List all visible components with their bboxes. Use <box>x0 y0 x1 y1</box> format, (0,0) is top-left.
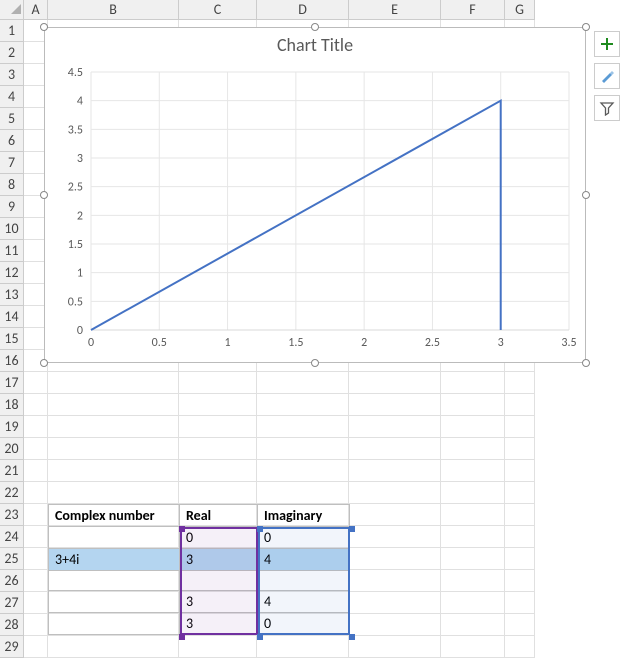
plus-icon <box>599 36 615 52</box>
y-axis-label: 2 <box>77 209 83 223</box>
row-header-6[interactable]: 6 <box>0 130 24 152</box>
x-axis-label: 1 <box>225 336 231 350</box>
chart-resize-handle[interactable] <box>311 23 319 31</box>
column-header-E[interactable]: E <box>349 0 441 20</box>
table-cell[interactable] <box>49 571 180 591</box>
row-header-10[interactable]: 10 <box>0 218 24 240</box>
chart-styles-button[interactable] <box>594 63 620 89</box>
row-header-17[interactable]: 17 <box>0 372 24 394</box>
x-axis-label: 2 <box>361 336 367 350</box>
row-header-14[interactable]: 14 <box>0 306 24 328</box>
chart-resize-handle[interactable] <box>582 191 590 199</box>
x-axis-label: 2.5 <box>425 336 440 350</box>
x-axis-label: 1.5 <box>288 336 303 350</box>
row-header-24[interactable]: 24 <box>0 526 24 548</box>
row-header-7[interactable]: 7 <box>0 152 24 174</box>
chart-resize-handle[interactable] <box>311 359 319 367</box>
chart-elements-button[interactable] <box>594 31 620 57</box>
chart-title[interactable]: Chart Title <box>45 28 585 56</box>
table-cell[interactable]: 3 <box>180 613 258 635</box>
chart-object[interactable]: Chart Title 0 0.5 1 1.5 2 2.5 3 3.5 4 4.5 0 0.5 1 1.5… <box>44 27 586 363</box>
x-axis-label: 3.5 <box>561 336 576 350</box>
table-cell[interactable] <box>49 527 180 549</box>
y-axis-label: 0.5 <box>68 295 83 309</box>
row-header-15[interactable]: 15 <box>0 328 24 350</box>
row-header-11[interactable]: 11 <box>0 240 24 262</box>
row-header-21[interactable]: 21 <box>0 460 24 482</box>
row-header-4[interactable]: 4 <box>0 86 24 108</box>
table-cell[interactable]: 0 <box>258 527 350 549</box>
table-row[interactable]: 30 <box>49 613 350 635</box>
table-header[interactable]: Real <box>180 505 258 527</box>
table-row[interactable]: 00 <box>49 527 350 549</box>
column-header-D[interactable]: D <box>257 0 349 20</box>
column-headers: ABCDEFG <box>0 0 535 20</box>
brush-icon <box>599 68 615 84</box>
row-header-5[interactable]: 5 <box>0 108 24 130</box>
row-header-1[interactable]: 1 <box>0 20 24 42</box>
select-all-corner[interactable] <box>0 0 24 20</box>
row-header-27[interactable]: 27 <box>0 592 24 614</box>
y-axis-label: 3.5 <box>68 123 83 137</box>
row-header-2[interactable]: 2 <box>0 42 24 64</box>
y-axis-label: 4 <box>77 95 83 109</box>
table-cell[interactable]: 4 <box>258 591 350 613</box>
row-header-25[interactable]: 25 <box>0 548 24 570</box>
row-header-19[interactable]: 19 <box>0 416 24 438</box>
table-cell[interactable]: 3 <box>180 591 258 613</box>
chart-resize-handle[interactable] <box>40 359 48 367</box>
row-header-23[interactable]: 23 <box>0 504 24 526</box>
y-axis-label: 2.5 <box>68 181 83 195</box>
table-row[interactable]: 3+4i34 <box>49 549 350 571</box>
row-header-18[interactable]: 18 <box>0 394 24 416</box>
table-header[interactable]: Imaginary <box>258 505 350 527</box>
y-axis-label: 4.5 <box>68 66 83 80</box>
y-axis-label: 3 <box>77 152 83 166</box>
table-cell[interactable] <box>49 591 180 613</box>
row-header-9[interactable]: 9 <box>0 196 24 218</box>
y-axis-label: 1.5 <box>68 238 83 252</box>
column-header-A[interactable]: A <box>24 0 48 20</box>
row-header-13[interactable]: 13 <box>0 284 24 306</box>
chart-plot-area[interactable]: 0 0.5 1 1.5 2 2.5 3 3.5 4 4.5 0 0.5 1 1.5 2 2.5 3 3.5 <box>45 58 587 364</box>
table-cell[interactable]: 0 <box>180 527 258 549</box>
x-axis-label: 3 <box>498 336 504 350</box>
row-header-29[interactable]: 29 <box>0 636 24 658</box>
row-header-28[interactable]: 28 <box>0 614 24 636</box>
table-row[interactable]: 34 <box>49 591 350 613</box>
row-header-22[interactable]: 22 <box>0 482 24 504</box>
table-cell[interactable] <box>49 613 180 635</box>
chart-resize-handle[interactable] <box>40 23 48 31</box>
chart-filters-button[interactable] <box>594 95 620 121</box>
x-axis-label: 0 <box>88 336 94 350</box>
table-cell[interactable]: 0 <box>258 613 350 635</box>
table-cell[interactable]: 4 <box>258 549 350 571</box>
row-header-16[interactable]: 16 <box>0 350 24 372</box>
chart-resize-handle[interactable] <box>40 191 48 199</box>
row-header-12[interactable]: 12 <box>0 262 24 284</box>
table-cell[interactable] <box>180 571 258 591</box>
row-header-26[interactable]: 26 <box>0 570 24 592</box>
column-header-B[interactable]: B <box>48 0 179 20</box>
row-header-3[interactable]: 3 <box>0 64 24 86</box>
table-cell[interactable]: 3+4i <box>49 549 180 571</box>
table-cell[interactable] <box>258 571 350 591</box>
row-header-20[interactable]: 20 <box>0 438 24 460</box>
column-header-C[interactable]: C <box>179 0 257 20</box>
y-axis-label: 1 <box>77 267 83 281</box>
row-header-8[interactable]: 8 <box>0 174 24 196</box>
funnel-icon <box>599 100 615 116</box>
data-table[interactable]: Complex numberRealImaginary003+4i343430 <box>48 504 350 635</box>
chart-resize-handle[interactable] <box>582 23 590 31</box>
y-axis-label: 0 <box>77 324 83 338</box>
x-axis-label: 0.5 <box>152 336 167 350</box>
table-header[interactable]: Complex number <box>49 505 180 527</box>
column-header-G[interactable]: G <box>505 0 535 20</box>
row-headers: 1234567891011121314151617181920212223242… <box>0 20 24 658</box>
column-header-F[interactable]: F <box>441 0 505 20</box>
table-row[interactable] <box>49 571 350 591</box>
chart-resize-handle[interactable] <box>582 359 590 367</box>
table-cell[interactable]: 3 <box>180 549 258 571</box>
